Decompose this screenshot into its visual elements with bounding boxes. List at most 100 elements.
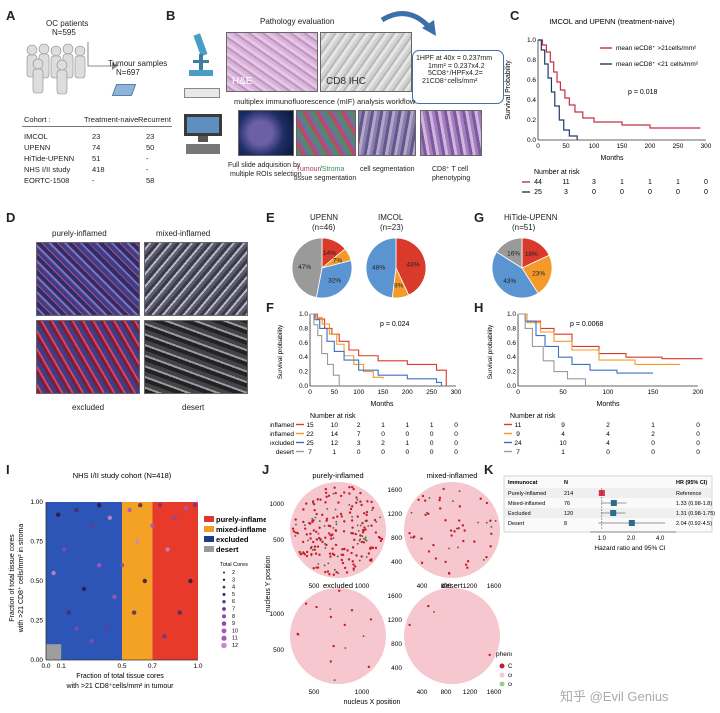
arrow-icon <box>87 42 118 70</box>
i-point <box>165 547 170 552</box>
i-cores-swatch <box>221 621 227 626</box>
j-mixed-stroma-point <box>426 511 428 514</box>
j-purely-cd8-point <box>324 570 327 574</box>
j-purely-cd8-point <box>352 563 355 566</box>
j-mixed-cd8-point <box>449 529 453 532</box>
h-risk-value: 1 <box>651 422 655 429</box>
step2-line2: tissue segmentation <box>294 175 357 182</box>
j-purely-cd8-point <box>366 500 369 503</box>
i-cores-swatch <box>222 607 226 611</box>
i-point <box>131 610 137 615</box>
h-risk-value: 2 <box>606 422 610 429</box>
j-purely-stroma-point <box>350 531 353 534</box>
j-purely-stroma-point <box>323 525 326 527</box>
j-purely-stroma-point <box>332 492 335 495</box>
i-legend-swatch <box>204 516 214 522</box>
j-xtick: 500 <box>309 583 320 590</box>
j-purely-cd8-point <box>370 524 373 527</box>
mif-slide-image <box>238 110 294 156</box>
j-ytick: 1600 <box>388 487 403 494</box>
i-point <box>188 578 193 584</box>
k-row-hr: 1.33 (0.98-1.8) <box>676 501 712 507</box>
f-risk-name: purely-inflamed <box>270 422 294 429</box>
f-risk-value: 7 <box>357 431 361 438</box>
j-purely-stroma-point <box>371 509 373 512</box>
j-mixed-cd8-point <box>450 534 453 537</box>
j-purely-cd8-point <box>301 540 305 544</box>
scanner-icon <box>184 114 222 154</box>
i-x-tick: 0.7 <box>148 663 157 670</box>
d-image-purely <box>36 242 140 316</box>
j-purely-cd8-point <box>351 526 354 529</box>
i-cores-label: 10 <box>232 628 238 634</box>
c-risk-high-value: 1 <box>620 179 624 186</box>
j-purely-stroma-point <box>324 543 326 545</box>
i-x-tick: 0.5 <box>117 663 126 670</box>
cohort-name: NHS I/II study <box>24 165 71 174</box>
h-risk-value: 4 <box>561 431 565 438</box>
c-y-tick: 0.2 <box>527 117 536 124</box>
i-cores-label: 4 <box>232 585 235 591</box>
j-purely-cd8-point <box>374 531 378 534</box>
j-xtick: 500 <box>309 689 320 696</box>
j-desert-stroma-point <box>433 610 435 613</box>
curved-arrow-icon <box>380 11 436 36</box>
j-mixed-stroma-point <box>409 536 412 539</box>
j-mixed-cd8-point <box>432 543 435 547</box>
j-purely-cd8-point <box>353 538 356 541</box>
j-purely-cd8-point <box>313 509 316 512</box>
i-point <box>74 626 79 631</box>
cohort-name: UPENN <box>24 143 51 152</box>
h-y-tick: 0.8 <box>507 325 516 332</box>
j-purely-stroma-point <box>337 572 340 575</box>
g-hitide-slice-label: 43% <box>503 278 516 285</box>
j-purely-cd8-point <box>305 533 309 536</box>
j-purely-stroma-point <box>352 569 355 572</box>
j-mixed-stroma-point <box>483 558 485 561</box>
microscope-icon <box>189 33 213 76</box>
j-mixed-cd8-point <box>453 530 456 533</box>
c-x-tick: 300 <box>701 143 712 150</box>
j-xtick: 800 <box>441 689 452 696</box>
d-title-2: mixed-inflamed <box>156 229 211 238</box>
j-purely-cd8-point <box>325 543 328 547</box>
j-purely-cd8-point <box>341 548 344 551</box>
i-ylabel-2: with >21 CD8⁺ cells/mm² in stroma <box>18 524 25 634</box>
f-risk-value: 1 <box>430 422 434 429</box>
j-desert-cd8-point <box>488 653 491 657</box>
panel-d-label: D <box>6 210 16 225</box>
j-purely-cd8-point <box>334 528 337 532</box>
j-purely-stroma-point <box>357 529 360 532</box>
c-risk-high-value: 3 <box>592 179 596 186</box>
j-purely-cd8-point <box>345 571 349 574</box>
cohort-recurrent: - <box>146 154 149 163</box>
step2-slash: / <box>319 166 322 173</box>
i-ylabel-1: Fraction of total tissue cores <box>9 534 16 622</box>
j-mixed-cd8-point <box>466 560 470 563</box>
cohort-recurrent: - <box>146 165 149 174</box>
i-point <box>81 586 87 592</box>
panel-e-label: E <box>266 210 275 225</box>
j-excluded-cd8-point <box>338 589 341 592</box>
j-purely-cd8-point <box>318 536 321 540</box>
step1-line1: Full slide adquisition by <box>228 162 301 169</box>
g-hitide-slice-label: 16% <box>507 250 520 257</box>
c-x-tick: 50 <box>562 143 570 150</box>
j-purely-cd8-point <box>302 520 305 524</box>
g-n: (n=51) <box>512 223 536 232</box>
j-purely-stroma-point <box>310 545 313 548</box>
j-purely-cd8-point <box>377 535 381 539</box>
f-series-line <box>310 313 340 386</box>
j-purely-cd8-point <box>342 491 346 494</box>
j-purely-cd8-point <box>333 486 336 489</box>
cohort-naive: 23 <box>92 132 101 141</box>
c-risk-low-value: 25 <box>534 189 542 194</box>
i-point <box>55 512 61 517</box>
j-mixed-cd8-point <box>408 531 411 535</box>
f-risk-value: 1 <box>333 449 337 456</box>
tissue-seg-image <box>296 110 356 156</box>
j-purely-cd8-point <box>312 502 316 506</box>
j-purely-cd8-point <box>363 526 366 529</box>
j-purely-cd8-point <box>324 491 328 495</box>
cell-seg-image <box>358 110 416 156</box>
